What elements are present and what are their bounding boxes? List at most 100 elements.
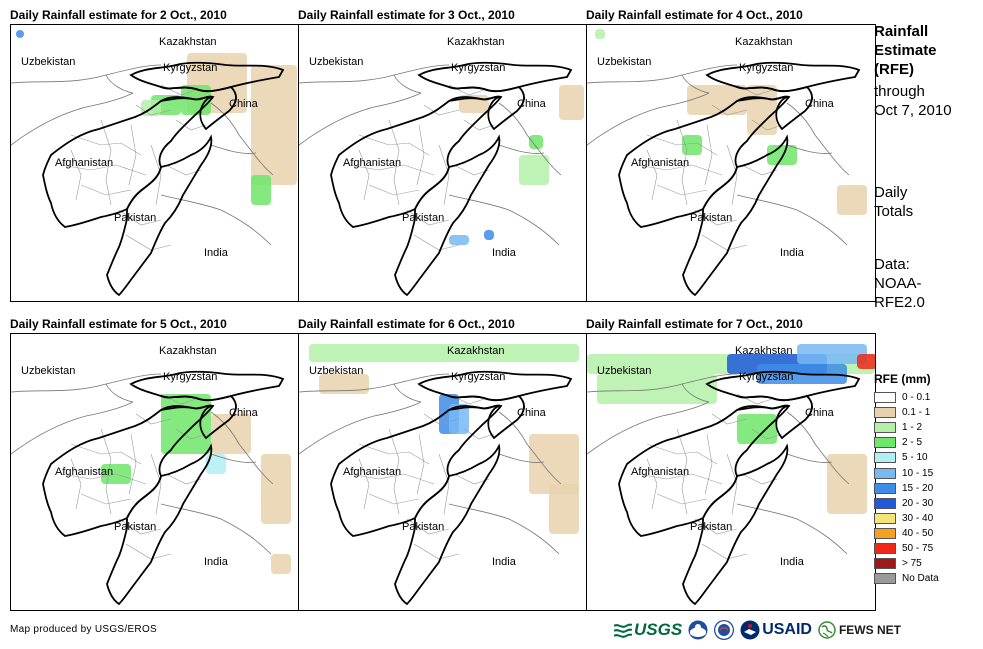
side-title-line: Estimate (874, 42, 937, 59)
label-china: China (229, 407, 259, 419)
label-kazakhstan: Kazakhstan (159, 345, 216, 357)
legend-swatch (874, 407, 896, 419)
map-svg: Kazakhstan Uzbekistan Kyrgyzstan China A… (11, 345, 291, 606)
rainfall-patch (682, 135, 702, 155)
legend-swatch (874, 482, 896, 494)
legend-label: 10 - 15 (902, 467, 934, 479)
fewsnet-logo: FEWS NET (818, 621, 901, 639)
map-frame: Kazakhstan Uzbekistan Kyrgyzstan China A… (10, 24, 300, 302)
logo-strip: USGS USAID FEWS NET (614, 618, 901, 642)
legend-swatch (874, 573, 896, 585)
label-india: India (492, 247, 517, 259)
country-labels: Kazakhstan Uzbekistan Kyrgyzstan China A… (309, 345, 547, 568)
label-afghanistan: Afghanistan (631, 157, 689, 169)
label-kazakhstan: Kazakhstan (735, 36, 792, 48)
panel-title: Daily Rainfall estimate for 7 Oct., 2010 (586, 317, 803, 331)
label-kazakhstan: Kazakhstan (447, 36, 504, 48)
legend-item: 40 - 50 (874, 526, 939, 541)
label-china: China (229, 98, 259, 110)
legend-label: 50 - 75 (902, 542, 934, 554)
map-svg: Kazakhstan Uzbekistan Kyrgyzstan China A… (587, 344, 875, 606)
label-china: China (805, 407, 835, 419)
rainfall-patch (16, 30, 24, 38)
label-pakistan: Pakistan (402, 212, 444, 224)
legend-swatch (874, 467, 896, 479)
rainfall-patch (484, 230, 494, 240)
legend-item: 10 - 15 (874, 465, 939, 480)
label-afghanistan: Afghanistan (343, 466, 401, 478)
label-uzbekistan: Uzbekistan (21, 365, 75, 377)
rainfall-patch (261, 454, 291, 524)
usaid-seal-icon (740, 620, 760, 640)
rainfall-patch (529, 434, 579, 494)
label-india: India (780, 247, 805, 259)
side-totals-line: Totals (874, 203, 914, 220)
province-lines (348, 393, 495, 560)
label-pakistan: Pakistan (690, 521, 732, 533)
rainfall-patch (559, 85, 584, 120)
rainfall-patch (251, 175, 271, 205)
legend-title: RFE (mm) (874, 372, 931, 386)
rainfall-patch (271, 554, 291, 574)
country-labels: Kazakhstan Uzbekistan Kyrgyzstan China A… (597, 345, 835, 568)
legend-item: 0 - 0.1 (874, 390, 939, 405)
major-borders (330, 61, 573, 297)
legend-label: No Data (902, 573, 939, 585)
label-china: China (517, 98, 547, 110)
country-labels: Kazakhstan Uzbekistan Kyrgyzstan China A… (309, 36, 547, 259)
legend-item: 2 - 5 (874, 435, 939, 450)
label-kyrgyzstan: Kyrgyzstan (739, 371, 793, 383)
rainfall-patch (767, 145, 797, 165)
neighbor-borders (11, 373, 274, 555)
legend-rows: 0 - 0.1 0.1 - 1 1 - 2 2 - 5 5 - 10 10 - 15 15 … (874, 390, 939, 586)
country-labels: Kazakhstan Uzbekistan Kyrgyzstan China A… (21, 345, 259, 568)
rainfall-patch (595, 29, 605, 39)
side-data-line: NOAA- (874, 275, 922, 292)
legend-label: > 75 (902, 558, 922, 570)
label-uzbekistan: Uzbekistan (21, 56, 75, 68)
neighbor-borders (11, 64, 274, 246)
legend-item: No Data (874, 571, 939, 586)
map-frame: Kazakhstan Uzbekistan Kyrgyzstan China A… (298, 24, 588, 302)
legend-swatch (874, 422, 896, 434)
side-totals: Daily Totals (874, 183, 913, 221)
label-kyrgyzstan: Kyrgyzstan (739, 62, 793, 74)
label-kazakhstan: Kazakhstan (447, 345, 504, 357)
side-totals-line: Daily (874, 184, 908, 201)
label-afghanistan: Afghanistan (55, 466, 113, 478)
usaid-wordmark: USAID (762, 621, 812, 638)
usgs-wordmark: USGS (634, 620, 683, 639)
label-kyrgyzstan: Kyrgyzstan (451, 62, 505, 74)
rainfall-patch (549, 484, 579, 534)
label-uzbekistan: Uzbekistan (309, 365, 363, 377)
rainfall-patch (319, 374, 369, 394)
neighbor-borders (587, 64, 850, 246)
legend-swatch (874, 392, 896, 404)
noaa-seal-icon (688, 620, 708, 640)
rainfall-patch (206, 454, 226, 474)
map-svg: Kazakhstan Uzbekistan Kyrgyzstan China A… (299, 36, 584, 297)
legend-item: 15 - 20 (874, 481, 939, 496)
side-through-line: Oct 7, 2010 (874, 102, 952, 119)
legend: RFE (mm) 0 - 0.1 0.1 - 1 1 - 2 2 - 5 5 - 10 1… (874, 372, 939, 586)
side-through: through Oct 7, 2010 (874, 82, 952, 120)
legend-item: > 75 (874, 556, 939, 571)
side-title-line: (RFE) (874, 61, 914, 78)
label-kazakhstan: Kazakhstan (735, 345, 792, 357)
legend-label: 1 - 2 (902, 422, 923, 434)
label-pakistan: Pakistan (690, 212, 732, 224)
map-frame: Kazakhstan Uzbekistan Kyrgyzstan China A… (298, 333, 588, 611)
rainfall-patch (737, 414, 777, 444)
side-data-line: Data: (874, 256, 910, 273)
major-borders (618, 61, 861, 297)
map-svg: Kazakhstan Uzbekistan Kyrgyzstan China A… (587, 29, 867, 297)
major-borders (42, 61, 285, 297)
side-data-line: RFE2.0 (874, 294, 925, 311)
side-title: Rainfall Estimate (RFE) (874, 22, 937, 79)
label-india: India (492, 556, 517, 568)
label-afghanistan: Afghanistan (343, 157, 401, 169)
nws-seal-icon (714, 620, 735, 640)
neighbor-borders (299, 64, 562, 246)
legend-label: 0.1 - 1 (902, 407, 931, 419)
label-pakistan: Pakistan (114, 212, 156, 224)
